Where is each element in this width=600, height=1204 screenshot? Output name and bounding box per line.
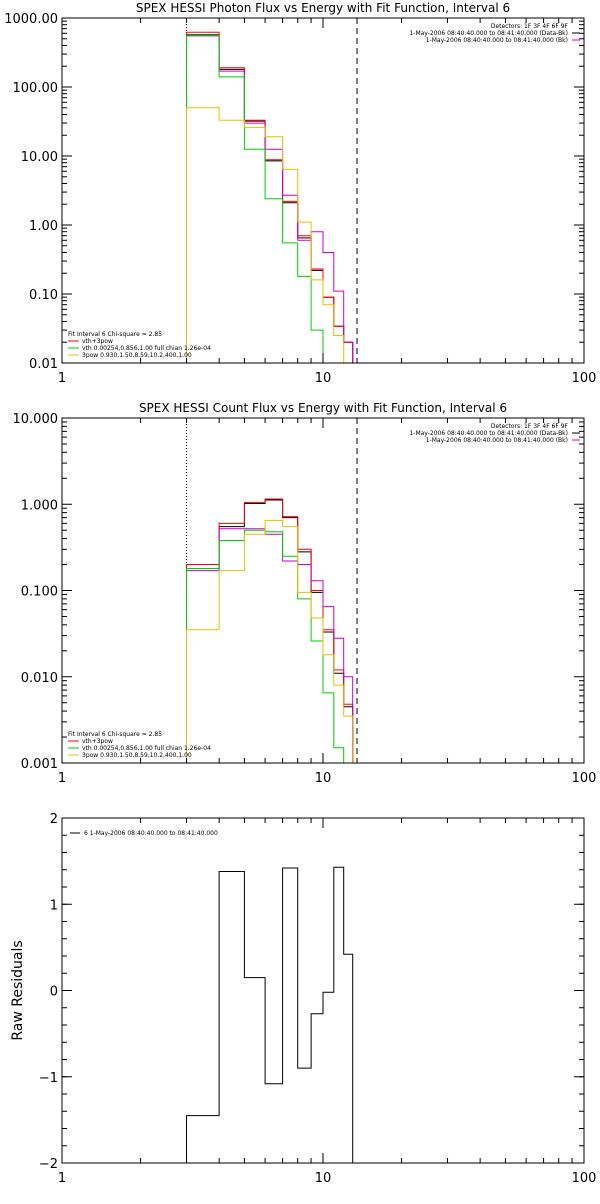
y-tick-label: −2: [39, 1157, 58, 1172]
legend-top-right: Detectors: 1F 3F 4F 6F 9F1-May-2006 08:4…: [409, 23, 580, 44]
x-axis: 1 10 100: [58, 418, 597, 786]
y-tick-label: 10.00: [21, 150, 58, 165]
legend-label: 3pow 0.930,1.50,8.59,10.2,400,1.00: [82, 352, 192, 359]
legend-label: vth 0.00254,0.856,1.00 full chian 1.26e-…: [82, 745, 211, 752]
x-tick-label: 10: [315, 771, 332, 786]
legend-bottom-left: Fit Interval 6 Chi-square = 2.85vth+3pow…: [68, 731, 211, 759]
series-line-2: [186, 31, 362, 364]
y-tick-label: 2: [50, 812, 58, 827]
legend-label: 1-May-2006 08:40:40.000 to 08:41:40.000 …: [409, 30, 568, 37]
y-tick-label: 1.000: [21, 498, 58, 513]
x-tick-label: 10: [315, 371, 332, 386]
legend-label: 1-May-2006 08:40:40.000 to 08:41:40.000 …: [409, 430, 568, 437]
plot-frame: [61, 817, 585, 1164]
x-tick-label: 100: [572, 371, 597, 386]
legend-top-left: 6 1-May-2006 08:40:40.000 to 08:41:40.00…: [70, 830, 218, 837]
series-group: [186, 498, 369, 764]
chart-3: Raw Residuals 1 10 100 −2 −1 0 1 2 6 1-May-2006 0…: [10, 812, 596, 1186]
legend-label: Detectors: 1F 3F 4F 6F 9F: [491, 23, 569, 30]
legend-label: vth 0.00254,0.856,1.00 full chian 1.26e-…: [82, 345, 211, 352]
legend-bottom-left: Fit Interval 6 Chi-square = 2.85vth+3pow…: [68, 331, 211, 359]
y-tick-label: 10.000: [13, 412, 59, 427]
y-axis-label: Raw Residuals: [10, 940, 26, 1040]
series-line-2: [186, 498, 369, 764]
series-line-4: [186, 529, 369, 764]
y-tick-label: 0.010: [21, 671, 58, 686]
x-tick-label: 100: [572, 1171, 597, 1186]
y-tick-label: 1: [50, 898, 58, 913]
y-tick-label: 1.00: [29, 219, 58, 234]
y-tick-label: 0.10: [29, 288, 58, 303]
series-line-1: [186, 866, 354, 1163]
legend-label: Fit Interval 6 Chi-square = 2.85: [68, 731, 162, 738]
legend-label: 1-May-2006 08:40:40.000 to 08:41:40.000 …: [426, 437, 568, 444]
x-axis: 1 10 100: [58, 818, 597, 1186]
x-tick-label: 1: [58, 1171, 66, 1186]
legend-label: Fit Interval 6 Chi-square = 2.85: [68, 331, 162, 338]
legend-label: Detectors: 1F 3F 4F 6F 9F: [491, 423, 569, 430]
chart-title: SPEX HESSI Photon Flux vs Energy with Fi…: [136, 1, 510, 15]
y-tick-label: 1000.00: [4, 12, 58, 27]
y-tick-label: 0.001: [21, 757, 58, 772]
series-line-3: [186, 528, 369, 764]
legend-label: vth+3pow: [82, 338, 113, 345]
y-axis: 0.01 0.10 1.00 10.00 100.00 1000.00: [4, 12, 584, 372]
plot-frame: [61, 17, 585, 364]
series-line-1: [186, 499, 369, 764]
y-tick-label: −1: [39, 1071, 58, 1086]
y-tick-label: 0: [50, 985, 58, 1000]
x-tick-label: 1: [58, 771, 66, 786]
chart-2: SPEX HESSI Count Flux vs Energy with Fit…: [13, 401, 597, 786]
series-line-5: [186, 519, 369, 764]
x-axis: 1 10 100: [58, 18, 597, 386]
legend-label: 3pow 0.930,1.50,8.59,10.2,400,1.00: [82, 752, 192, 759]
series-line-5: [186, 107, 362, 364]
y-axis: −2 −1 0 1 2: [39, 812, 584, 1172]
x-tick-label: 10: [315, 1171, 332, 1186]
series-line-3: [186, 35, 362, 364]
x-tick-label: 100: [572, 771, 597, 786]
y-tick-label: 100.00: [13, 81, 59, 96]
legend-label: 6 1-May-2006 08:40:40.000 to 08:41:40.00…: [84, 830, 218, 837]
legend-label: vth+3pow: [82, 738, 113, 745]
chart-title: SPEX HESSI Count Flux vs Energy with Fit…: [139, 401, 507, 415]
legend-top-right: Detectors: 1F 3F 4F 6F 9F1-May-2006 08:4…: [409, 423, 580, 444]
legend-label: 1-May-2006 08:40:40.000 to 08:41:40.000 …: [426, 37, 568, 44]
y-axis: 0.001 0.010 0.100 1.000 10.000: [13, 412, 584, 772]
x-tick-label: 1: [58, 371, 66, 386]
series-group: [186, 866, 354, 1163]
series-group: [186, 31, 362, 364]
y-tick-label: 0.01: [29, 357, 58, 372]
y-tick-label: 0.100: [21, 585, 58, 600]
chart-1: SPEX HESSI Photon Flux vs Energy with Fi…: [4, 1, 596, 386]
